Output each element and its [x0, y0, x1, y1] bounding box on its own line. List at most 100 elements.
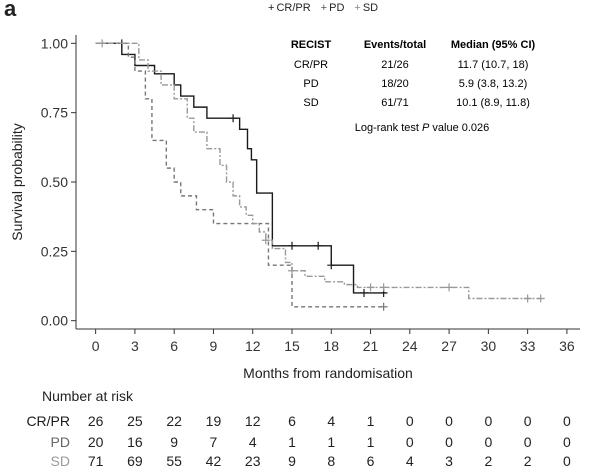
risk-cell: 2	[484, 453, 493, 469]
y-axis-label: Survival probability	[9, 123, 25, 241]
y-tick-label: 0.00	[41, 313, 68, 329]
legend-label-crpr: CR/PR	[276, 2, 311, 14]
stats-cell: CR/PR	[294, 59, 328, 71]
stats-header-events: Events/total	[364, 39, 426, 51]
risk-row-label: PD	[50, 434, 70, 450]
legend-marker-crpr: +	[268, 2, 275, 14]
stats-cell: 10.1 (8.9, 11.8)	[456, 97, 530, 109]
risk-cell: 8	[327, 453, 336, 469]
panel-letter: a	[4, 0, 17, 21]
risk-cell: 0	[445, 434, 453, 450]
stats-table: RECIST Events/total Median (95% CI) CR/P…	[291, 39, 536, 134]
km-curve-crpr	[95, 42, 387, 294]
risk-cell: 9	[170, 434, 179, 450]
risk-cell: 26	[87, 413, 104, 429]
risk-cell: 1	[327, 434, 336, 450]
x-tick-label: 12	[245, 338, 261, 354]
x-tick-label: 33	[520, 338, 536, 354]
stats-cell: 61/71	[381, 97, 409, 109]
censor-mark	[288, 266, 296, 275]
pvalue-suffix: value 0.026	[429, 122, 489, 134]
risk-cell: 42	[205, 453, 222, 469]
chart-axes: 0 3 6 9 12 15 18 21 24 27 30 33 360.000.250.500.751.…	[9, 35, 580, 381]
km-curve-pd	[95, 42, 387, 308]
risk-cell: 0	[523, 434, 532, 450]
x-tick-label: 3	[131, 338, 139, 354]
censor-mark	[379, 283, 388, 292]
y-tick-label: 0.25	[41, 243, 68, 259]
risk-cell: 0	[563, 434, 571, 450]
stats-header-recist: RECIST	[291, 39, 332, 51]
risk-cell: 3	[445, 453, 453, 469]
x-tick-label: 36	[559, 338, 575, 354]
stats-cell: 18/20	[381, 78, 409, 90]
risk-row: CR/PR 26 25 22 19 12 6 4 1 0 0 0 0 0	[0, 413, 600, 431]
risk-cell: 71	[87, 453, 104, 469]
risk-cell: 0	[523, 413, 532, 429]
y-tick-label: 0.50	[41, 174, 68, 190]
risk-row-label: SD	[50, 453, 70, 469]
stats-header-median: Median (95% CI)	[451, 39, 536, 51]
risk-cell: 0	[405, 434, 414, 450]
x-tick-label: 18	[323, 338, 339, 354]
censor-mark	[360, 288, 368, 297]
legend-label-pd: PD	[329, 2, 345, 14]
risk-cell: 4	[248, 434, 257, 450]
risk-cell: 25	[127, 413, 143, 429]
risk-cell: 2	[523, 453, 532, 469]
risk-cell: 20	[87, 434, 104, 450]
risk-cell: 9	[288, 453, 296, 469]
logrank-pvalue: Log-rank test P value 0.026	[355, 122, 490, 134]
legend-item-crpr: + CR/PR	[268, 2, 311, 14]
x-tick-label: 24	[402, 338, 418, 354]
x-tick-label: 27	[441, 338, 457, 354]
stats-cell: 11.7 (10.7, 18)	[458, 59, 529, 71]
pvalue-prefix: Log-rank test	[355, 122, 422, 134]
risk-cell: 1	[366, 413, 375, 429]
risk-cell: 1	[288, 434, 296, 450]
chart-curves	[95, 39, 545, 311]
censor-mark	[366, 283, 375, 292]
censor-mark	[327, 261, 336, 270]
y-tick-label: 1.00	[41, 35, 68, 51]
risk-cell: 6	[288, 413, 296, 429]
y-tick-label: 0.75	[41, 105, 68, 121]
risk-cell: 0	[563, 453, 571, 469]
censor-mark	[98, 39, 107, 48]
risk-cell: 0	[484, 434, 493, 450]
x-tick-label: 21	[363, 338, 379, 354]
legend-marker-sd: +	[354, 2, 361, 14]
x-tick-label: 15	[284, 338, 300, 354]
risk-row-label: CR/PR	[26, 413, 70, 429]
censor-mark	[379, 302, 388, 311]
km-curve-sd	[95, 42, 541, 300]
risk-cell: 1	[366, 434, 375, 450]
x-axis-label: Months from randomisation	[243, 365, 413, 381]
risk-cell: 4	[327, 413, 336, 429]
risk-cell: 22	[166, 413, 182, 429]
censor-mark	[229, 114, 238, 123]
risk-cell: 0	[405, 413, 414, 429]
risk-cell: 4	[405, 453, 414, 469]
legend-item-pd: + PD	[321, 2, 345, 14]
risk-cell: 23	[244, 453, 261, 469]
risk-table-title: Number at risk	[42, 388, 134, 404]
censor-mark	[523, 294, 532, 303]
censor-mark	[261, 236, 270, 245]
censor-mark	[314, 241, 323, 250]
legend-marker-pd: +	[320, 2, 328, 14]
x-tick-label: 6	[170, 338, 178, 354]
risk-cell: 0	[445, 413, 453, 429]
legend-label-sd: SD	[362, 2, 379, 14]
stats-cell: SD	[303, 97, 318, 109]
stats-cell: 21/26	[381, 59, 409, 71]
x-tick-label: 9	[210, 338, 218, 354]
x-tick-label: 30	[481, 338, 497, 354]
censor-mark	[288, 241, 296, 250]
legend-item-sd: + SD	[354, 2, 378, 14]
censor-mark	[445, 283, 454, 292]
legend: + CR/PR + PD + SD	[268, 2, 378, 14]
risk-cell: 55	[166, 453, 182, 469]
risk-row: PD 20 16 9 7 4 1 1 1 0 0 0 0 0	[0, 434, 600, 452]
